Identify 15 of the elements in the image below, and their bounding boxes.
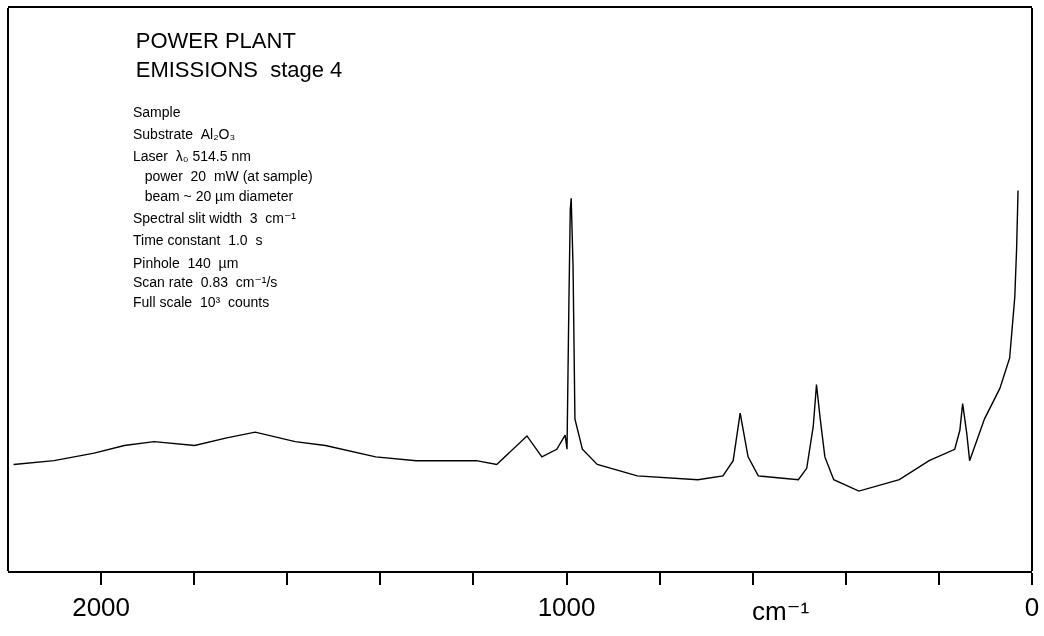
annotation: Pinhole 140 µm <box>133 255 239 271</box>
text: Laser λ₀ 514.5 nm <box>133 148 251 164</box>
annotation: beam ~ 20 µm diameter <box>133 188 294 204</box>
chart-title: POWER PLANT EMISSIONS stage 4 <box>135 28 343 82</box>
annotation: Spectral slit width 3 cm⁻¹ <box>133 210 297 226</box>
annotation: Time constant 1.0 s <box>133 232 263 248</box>
text: Sample <box>133 104 181 120</box>
x-tick-label: 1000 <box>537 592 596 623</box>
x-axis-title: cm⁻¹ <box>752 596 810 626</box>
x-tick-label: 0 <box>1024 592 1040 623</box>
text: Substrate Al₂O₃ <box>133 126 236 142</box>
annotation: Full scale 10³ counts <box>133 294 270 310</box>
text: power 20 mW (at sample) <box>133 168 313 184</box>
x-tick-label: 2000 <box>72 592 131 623</box>
annotation: Scan rate 0.83 cm⁻¹/s <box>133 274 278 290</box>
